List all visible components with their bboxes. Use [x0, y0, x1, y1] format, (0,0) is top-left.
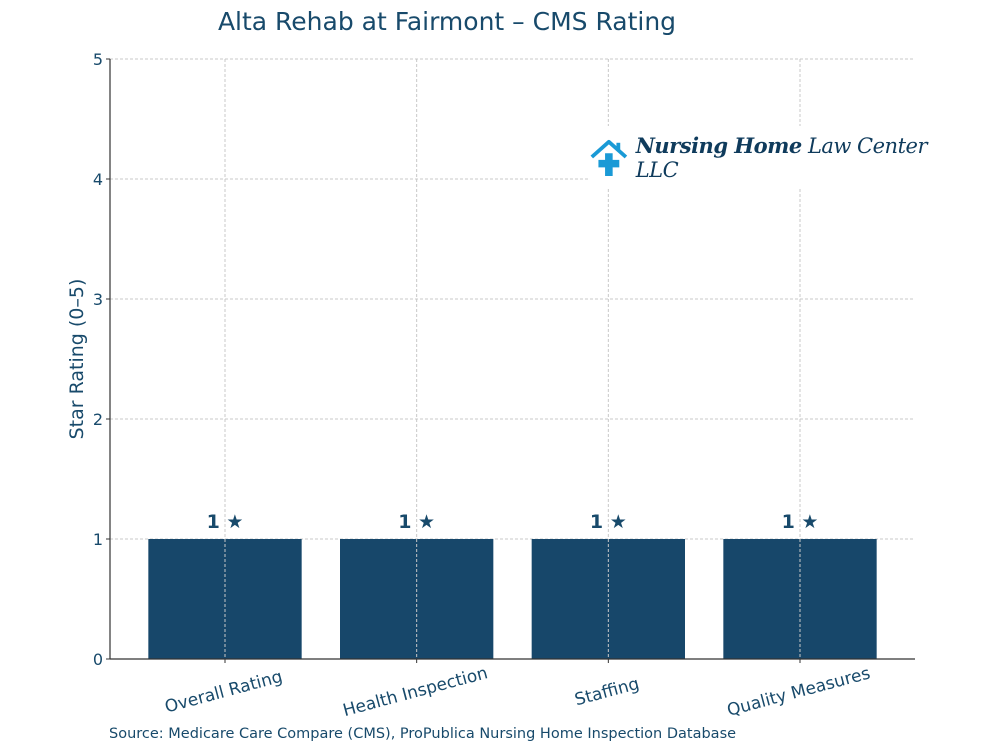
x-tick-label: Health Inspection: [341, 663, 490, 721]
y-tick-label: 0: [93, 650, 103, 669]
source-note: Source: Medicare Care Compare (CMS), Pro…: [109, 726, 736, 742]
x-tick-label: Overall Rating: [163, 667, 285, 718]
y-tick-label: 4: [93, 170, 103, 189]
y-tick-label: 2: [93, 410, 103, 429]
logo: Nursing Home Law Center LLC: [588, 126, 958, 188]
logo-text-regular: Law Center LLC: [635, 133, 928, 182]
y-tick-label: 3: [93, 290, 103, 309]
logo-text-bold: Nursing Home: [635, 132, 803, 158]
chart-title: Alta Rehab at Fairmont – CMS Rating: [218, 7, 676, 36]
y-tick-label: 5: [93, 50, 103, 69]
y-axis-label: Star Rating (0–5): [66, 279, 88, 440]
x-tick-label: Staffing: [573, 674, 642, 710]
house-cross-icon: [590, 139, 628, 176]
x-tick-label: Quality Measures: [725, 663, 873, 720]
y-tick-label: 1: [93, 530, 103, 549]
